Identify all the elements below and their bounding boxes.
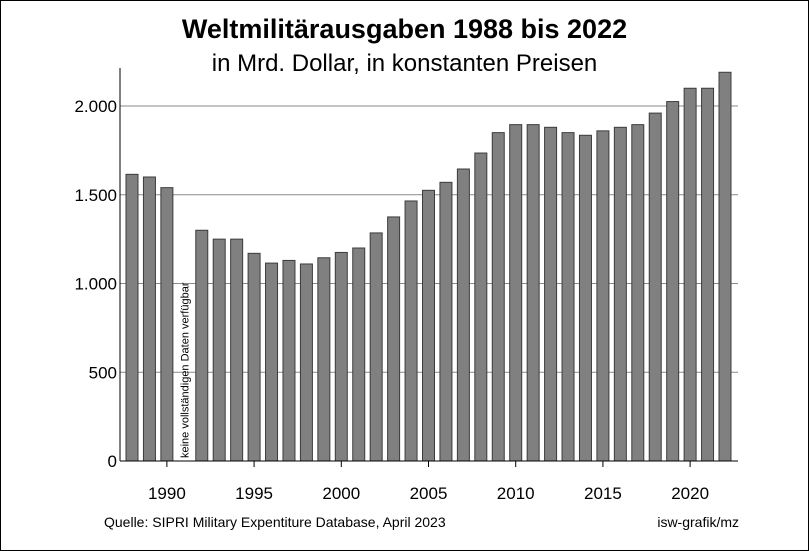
bar (369, 232, 383, 462)
x-tick-label: 2020 (671, 484, 709, 503)
bar (247, 252, 261, 462)
bar (265, 262, 279, 462)
y-tick-label: 1.500 (74, 186, 117, 205)
y-tick-label: 2.000 (74, 97, 117, 116)
bar (701, 87, 715, 462)
bar (439, 181, 453, 462)
bar (195, 229, 209, 462)
bar (648, 112, 662, 462)
bar (683, 87, 697, 462)
bar (230, 238, 244, 462)
bar (474, 152, 488, 462)
bar (352, 247, 366, 462)
bar (509, 124, 523, 462)
bar (613, 126, 627, 462)
bar (212, 238, 226, 462)
bar (544, 126, 558, 462)
x-tick-label: 2015 (584, 484, 622, 503)
credit-note: isw-grafik/mz (657, 514, 739, 530)
bar (491, 132, 505, 462)
x-tick-label: 1995 (235, 484, 273, 503)
bar (578, 134, 592, 462)
y-tick-label: 0 (108, 452, 117, 471)
source-note: Quelle: SIPRI Military Expentiture Datab… (104, 514, 446, 530)
bar (125, 173, 139, 462)
bar (299, 263, 313, 462)
bar (404, 200, 418, 462)
chart-subtitle: in Mrd. Dollar, in konstanten Preisen (211, 50, 598, 77)
bar (282, 259, 296, 462)
bar (596, 130, 610, 462)
x-tick-label: 2010 (497, 484, 535, 503)
bar (422, 189, 435, 462)
bar (456, 168, 470, 462)
y-tick-label: 1.000 (74, 275, 117, 294)
bar (631, 124, 645, 462)
y-tick-label: 500 (89, 363, 117, 382)
bar (317, 257, 331, 462)
annotation-missing-data: keine vollständigen Daten verfügbar (179, 282, 191, 458)
bar (160, 187, 174, 462)
bar (334, 251, 348, 462)
chart-title: Weltmilitärausgaben 1988 bis 2022 (181, 14, 628, 44)
x-tick-label: 2000 (322, 484, 360, 503)
x-tick-label: 1990 (148, 484, 186, 503)
bar (526, 124, 540, 462)
bar (561, 132, 575, 462)
bar (666, 101, 680, 462)
bar (142, 176, 156, 462)
bar (718, 71, 732, 462)
bar (387, 216, 401, 462)
x-tick-label: 2005 (410, 484, 448, 503)
